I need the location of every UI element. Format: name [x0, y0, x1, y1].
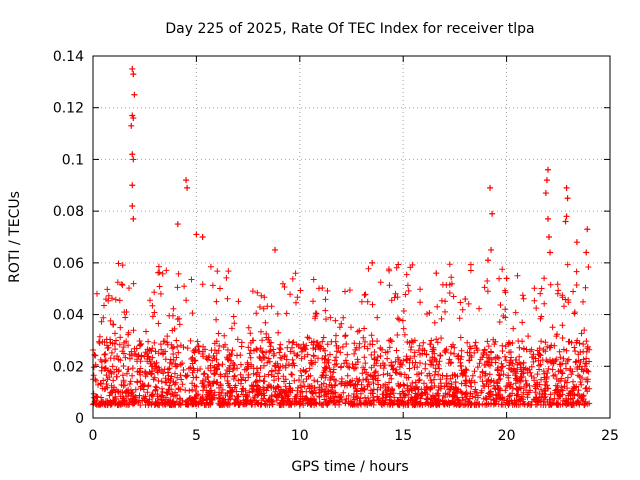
plot-frame — [92, 55, 611, 419]
y-tick-label: 0.06 — [53, 256, 84, 272]
x-tick-label: 15 — [394, 428, 412, 444]
y-tick-label: 0.1 — [62, 152, 84, 168]
roti-peak-point — [433, 270, 440, 277]
x-tick-label: 10 — [291, 428, 309, 444]
roti-peak-point — [199, 234, 206, 240]
roti-peak-point — [128, 122, 135, 129]
roti-peak-point — [271, 246, 278, 253]
x-tick-label: 5 — [192, 428, 201, 444]
roti-peak-point — [489, 210, 496, 217]
y-tick-label: 0 — [75, 411, 84, 427]
roti-peak-point — [130, 71, 137, 78]
roti-peak-point — [564, 195, 571, 202]
roti-data-cloud — [90, 260, 593, 409]
roti-peak-point — [542, 190, 549, 197]
data-points-layer — [90, 65, 593, 409]
y-tick-label: 0.14 — [53, 49, 84, 65]
roti-peak-point — [193, 231, 200, 238]
roti-peak-point — [503, 275, 510, 282]
roti-peak-point — [487, 184, 494, 191]
roti-peak-point — [584, 226, 591, 233]
roti-peak-point — [544, 166, 551, 173]
roti-peak-point — [183, 177, 190, 184]
roti-peak-point — [129, 182, 136, 189]
y-tick-label: 0.04 — [53, 308, 84, 324]
roti-peak-point — [583, 249, 590, 256]
roti-peak-point — [563, 213, 570, 220]
roti-peak-point — [174, 221, 181, 228]
roti-peak-point — [462, 296, 469, 303]
roti-peak-point — [130, 215, 137, 222]
roti-peak-point — [488, 246, 495, 253]
x-tick-label: 0 — [89, 428, 98, 444]
roti-peak-point — [544, 215, 551, 222]
roti-peak-point — [184, 184, 191, 191]
roti-peak-point — [130, 156, 137, 163]
roti-peak-point — [547, 249, 554, 256]
x-tick-label: 25 — [601, 428, 619, 444]
y-tick-label: 0.08 — [53, 204, 84, 220]
y-tick-label: 0.12 — [53, 101, 84, 117]
roti-peak-point — [369, 259, 376, 266]
roti-peak-point — [129, 202, 136, 209]
x-axis-label: GPS time / hours — [291, 459, 408, 475]
roti-peak-point — [130, 115, 137, 122]
roti-peak-point — [545, 234, 552, 240]
roti-peak-point — [573, 239, 580, 246]
x-tick-label: 20 — [498, 428, 516, 444]
roti-peak-point — [484, 257, 491, 264]
roti-peak-point — [129, 65, 136, 72]
y-axis-label: ROTI / TECUs — [7, 191, 23, 283]
roti-peak-point — [562, 218, 569, 225]
chart-title: Day 225 of 2025, Rate Of TEC Index for r… — [165, 21, 534, 37]
y-tick-label: 0.02 — [53, 359, 84, 375]
roti-peak-point — [543, 177, 550, 184]
roti-peak-point — [563, 184, 570, 191]
roti-peak-point — [129, 151, 136, 158]
roti-peak-point — [131, 91, 138, 98]
